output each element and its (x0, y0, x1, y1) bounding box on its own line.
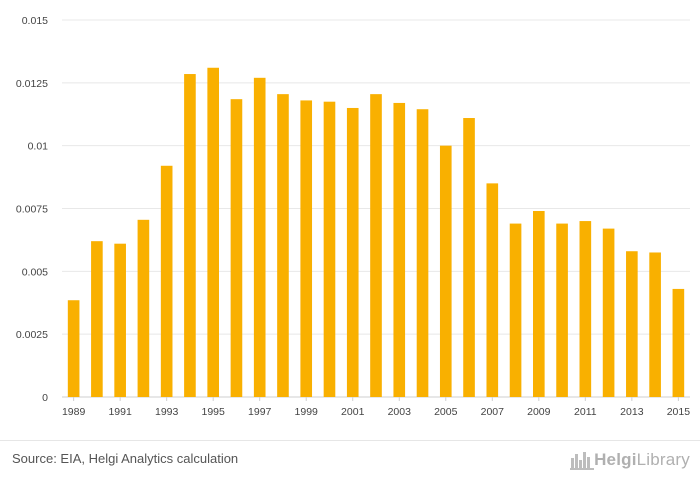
bar-2012 (602, 228, 615, 397)
bar-2003 (393, 102, 406, 397)
bar-1994 (184, 74, 196, 397)
bar-2000 (323, 101, 336, 397)
bar-2006 (463, 118, 475, 398)
bar-2001 (346, 107, 359, 397)
city-skyline-icon (570, 452, 595, 470)
logo-text: HelgiLibrary (594, 450, 690, 469)
bar-1990 (91, 241, 103, 397)
bar-2010 (556, 223, 568, 397)
chart-footer: Source: EIA, Helgi Analytics calculation… (0, 440, 700, 483)
y-tick-label: 0.015 (22, 15, 48, 27)
x-tick-label: 2009 (527, 406, 551, 418)
y-tick-label: 0.0025 (16, 329, 48, 341)
x-tick-label: 1995 (202, 406, 226, 418)
y-tick-label: 0.0075 (16, 204, 48, 216)
x-tick-label: 1991 (108, 406, 132, 418)
bar-2007 (486, 183, 499, 397)
bar-1989 (67, 300, 80, 397)
x-tick-label: 1993 (155, 406, 179, 418)
bar-1996 (230, 99, 243, 398)
source-note: Source: EIA, Helgi Analytics calculation (12, 451, 239, 466)
bar-2015 (672, 288, 685, 397)
bar-2004 (416, 109, 429, 398)
bar-1992 (137, 219, 150, 397)
bar-2008 (509, 223, 522, 397)
bar-1998 (277, 94, 289, 397)
x-tick-label: 2001 (341, 406, 365, 418)
x-tick-label: 2003 (388, 406, 412, 418)
y-tick-label: 0.0125 (16, 78, 48, 90)
bar-2011 (579, 221, 592, 397)
bar-1993 (160, 165, 173, 397)
bar-2009 (533, 211, 545, 397)
bar-1991 (114, 243, 126, 397)
x-tick-label: 1999 (295, 406, 319, 418)
y-tick-label: 0.01 (28, 141, 49, 153)
y-tick-label: 0.005 (22, 266, 48, 278)
x-tick-label: 2015 (667, 406, 691, 418)
x-tick-label: 2007 (481, 406, 505, 418)
bar-2014 (649, 252, 661, 397)
bar-1997 (253, 77, 266, 397)
x-axis-ticks: 1989 1991 1993 1995 1997 1999 2001 2003 2005 2007… (62, 397, 690, 418)
bars (67, 67, 685, 398)
x-tick-label: 1989 (62, 406, 86, 418)
bar-2005 (439, 145, 452, 397)
x-tick-label: 2005 (434, 406, 458, 418)
helgi-library-logo: HelgiLibrary (570, 447, 690, 473)
y-axis-ticks: 0 0.0025 0.005 0.0075 0.01 0.0125 0.015 (16, 15, 48, 404)
x-tick-label: 2011 (574, 406, 597, 418)
x-tick-label: 2013 (620, 406, 644, 418)
bar-2002 (370, 94, 382, 397)
bar-2013 (626, 251, 638, 397)
x-tick-label: 1997 (248, 406, 272, 418)
y-tick-label: 0 (42, 392, 48, 404)
bar-1999 (300, 100, 313, 397)
bar-1995 (207, 67, 219, 398)
